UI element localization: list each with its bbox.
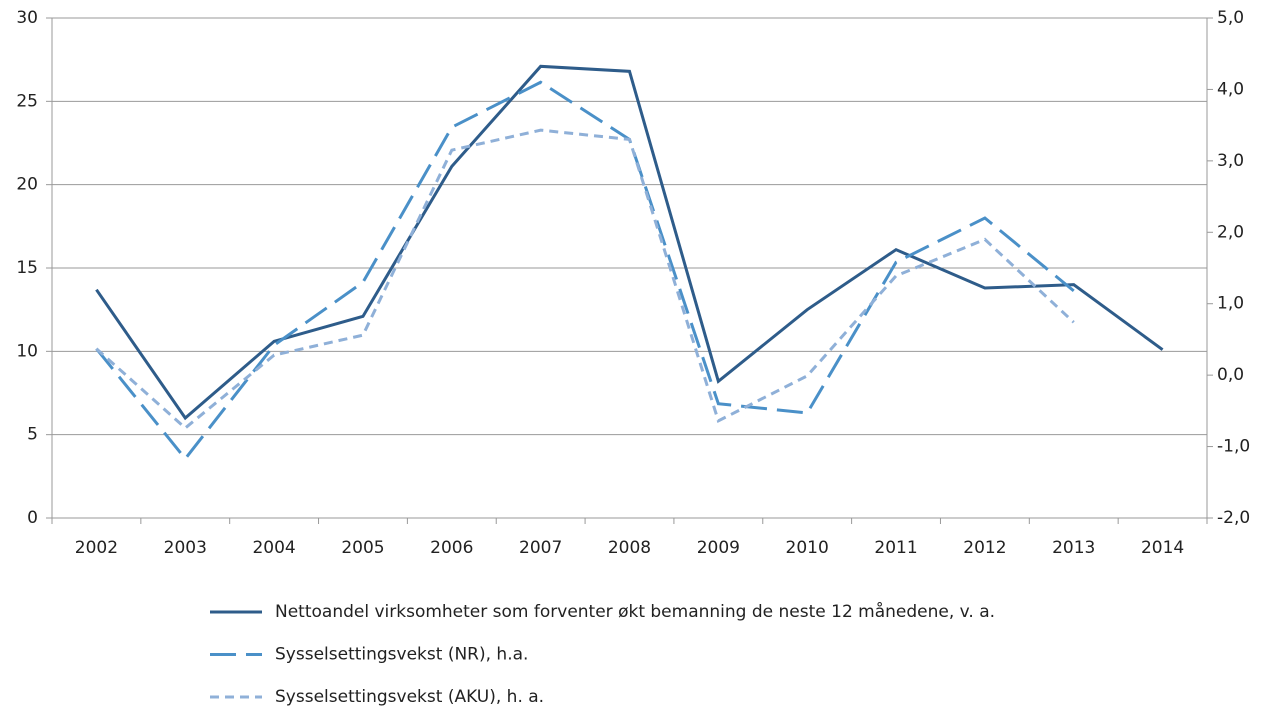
series-line (95, 80, 1075, 462)
x-tick-label: 2010 (786, 538, 829, 558)
x-tick-label: 2013 (1052, 538, 1095, 558)
series-line (95, 64, 1164, 421)
y2-tick-label: 0,0 (1217, 365, 1244, 385)
x-tick-label: 2007 (519, 538, 562, 558)
x-tick-label: 2003 (164, 538, 207, 558)
x-tick-label: 2011 (874, 538, 917, 558)
y-tick-label: 25 (16, 91, 38, 111)
y-tick-label: 15 (16, 258, 38, 278)
y2-tick-label: -2,0 (1217, 508, 1250, 528)
y2-tick-label: 2,0 (1217, 222, 1244, 242)
x-tick-label: 2006 (430, 538, 473, 558)
x-tick-label: 2012 (963, 538, 1006, 558)
x-tick-label: 2004 (252, 538, 295, 558)
y-tick-label: 10 (16, 341, 38, 361)
legend-label: Sysselsettingsvekst (NR), h.a. (275, 645, 528, 665)
x-tick-label: 2009 (697, 538, 740, 558)
legend-label: Nettoandel virksomheter som forventer øk… (275, 601, 995, 622)
y-tick-label: 5 (27, 425, 38, 445)
x-tick-label: 2005 (341, 538, 384, 558)
x-tick-label: 2008 (608, 538, 651, 558)
y-tick-label: 0 (27, 508, 38, 528)
y2-tick-label: 5,0 (1217, 8, 1244, 28)
legend-label: Sysselsettingsvekst (AKU), h. a. (275, 687, 544, 707)
x-tick-label: 2002 (75, 538, 118, 558)
y-tick-label: 20 (16, 175, 38, 195)
y2-tick-label: 4,0 (1217, 79, 1244, 99)
y2-tick-label: 3,0 (1217, 151, 1244, 171)
y2-tick-label: 1,0 (1217, 294, 1244, 314)
y-tick-label: 30 (16, 8, 38, 28)
y2-tick-label: -1,0 (1217, 437, 1250, 457)
x-tick-label: 2014 (1141, 538, 1184, 558)
series-line (95, 128, 1075, 430)
